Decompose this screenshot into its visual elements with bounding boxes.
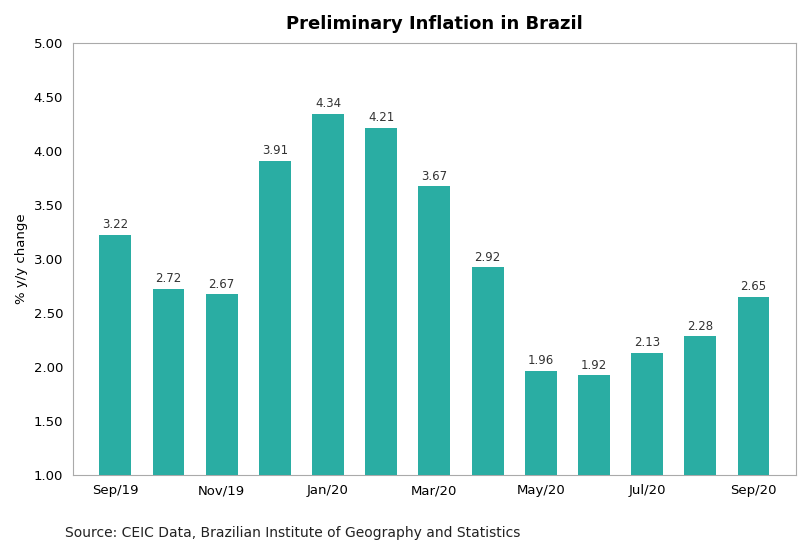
Bar [418,186,450,475]
Bar [312,114,344,475]
Bar [578,376,610,475]
Bar [365,128,397,475]
Text: 3.67: 3.67 [422,169,448,183]
Bar [100,235,131,475]
Text: 2.28: 2.28 [687,320,714,332]
Y-axis label: % y/y change: % y/y change [15,214,28,304]
Text: 3.91: 3.91 [262,144,288,157]
Title: Preliminary Inflation in Brazil: Preliminary Inflation in Brazil [286,15,583,33]
Text: 2.65: 2.65 [740,280,766,293]
Bar [152,289,184,475]
Bar [684,336,716,475]
Bar [206,294,238,475]
Bar [259,161,291,475]
Text: 4.21: 4.21 [368,111,394,124]
Text: 2.13: 2.13 [634,336,660,349]
Bar [472,268,504,475]
Text: 2.92: 2.92 [474,251,500,264]
Text: 1.92: 1.92 [581,359,607,372]
Text: Source: CEIC Data, Brazilian Institute of Geography and Statistics: Source: CEIC Data, Brazilian Institute o… [65,525,520,540]
Text: 2.72: 2.72 [156,272,182,285]
Bar [631,353,663,475]
Text: 1.96: 1.96 [528,354,554,367]
Bar [525,371,556,475]
Text: 2.67: 2.67 [208,277,235,290]
Bar [737,296,770,475]
Text: 3.22: 3.22 [102,218,128,231]
Text: 4.34: 4.34 [315,98,341,110]
